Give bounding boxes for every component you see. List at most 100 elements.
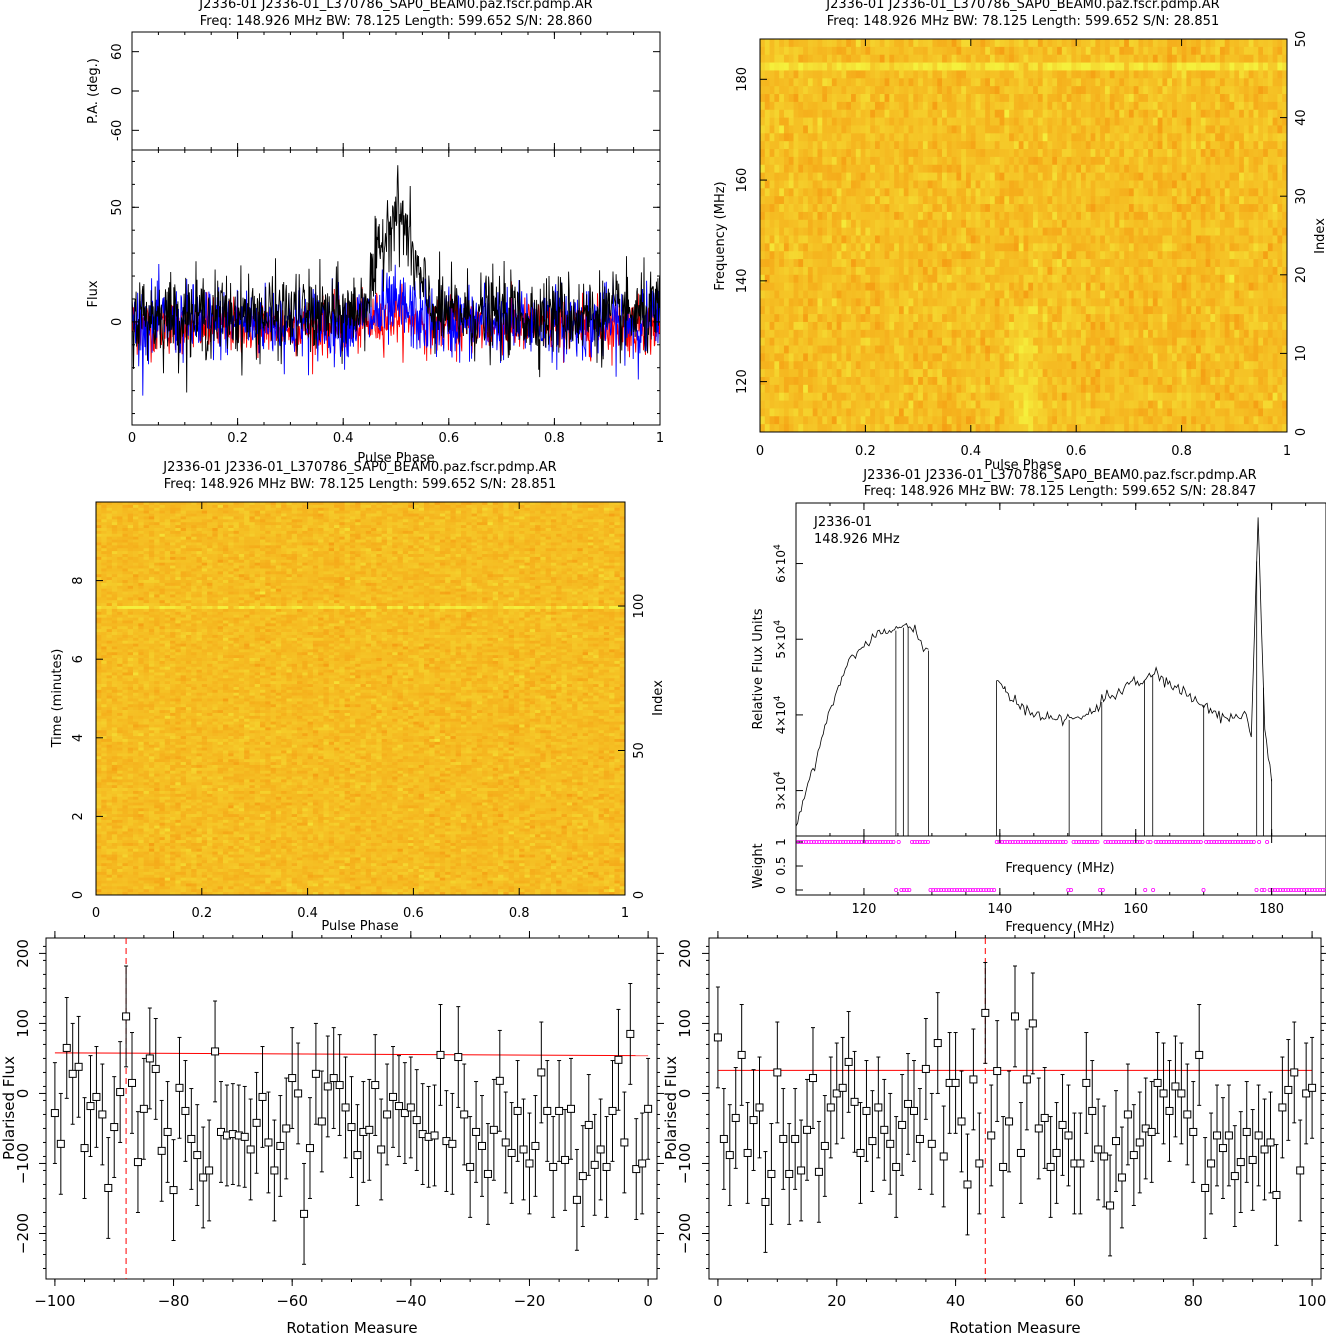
freq-phase-cell [923,47,928,55]
freq-phase-cell [1206,322,1211,330]
freq-phase-cell [1129,212,1134,220]
freq-phase-cell [1000,330,1005,338]
freq-phase-cell [856,306,861,314]
freq-phase-cell [822,78,827,86]
freq-phase-cell [899,196,904,204]
freq-phase-cell [1172,220,1177,228]
freq-phase-cell [1019,39,1024,47]
freq-phase-cell [1105,157,1110,165]
freq-phase-cell [856,291,861,299]
freq-phase-cell [909,196,914,204]
freq-phase-cell [913,314,918,322]
freq-phase-cell [894,55,899,63]
freq-phase-cell [1004,47,1009,55]
freq-phase-cell [904,204,909,212]
freq-phase-cell [1186,283,1191,291]
freq-phase-cell [1119,353,1124,361]
freq-phase-cell [1071,94,1076,102]
freq-phase-cell [995,180,1000,188]
freq-phase-cell [827,377,832,385]
freq-phase-cell [918,267,923,275]
freq-phase-cell [909,361,914,369]
freq-phase-cell [1033,47,1038,55]
freq-phase-cell [995,212,1000,220]
freq-phase-cell [875,47,880,55]
freq-phase-cell [865,275,870,283]
freq-phase-cell [813,55,818,63]
freq-phase-cell [1100,338,1105,346]
freq-phase-cell [1244,110,1249,118]
freq-phase-cell [1177,63,1182,71]
freq-phase-cell [827,149,832,157]
freq-phase-cell [1129,118,1134,126]
freq-phase-cell [995,118,1000,126]
freq-phase-cell [956,369,961,377]
freq-phase-cell [870,353,875,361]
freq-phase-cell [1014,330,1019,338]
freq-phase-cell [928,259,933,267]
freq-phase-cell [1143,165,1148,173]
freq-phase-cell [1225,165,1230,173]
freq-phase-cell [1129,322,1134,330]
freq-phase-cell [971,78,976,86]
freq-phase-cell [947,86,952,94]
freq-phase-cell [832,353,837,361]
freq-phase-cell [875,70,880,78]
freq-phase-cell [923,180,928,188]
freq-phase-cell [789,298,794,306]
freq-phase-cell [995,298,1000,306]
freq-phase-cell [1134,39,1139,47]
freq-phase-cell [1009,39,1014,47]
freq-phase-cell [1076,314,1081,322]
freq-phase-cell [1081,338,1086,346]
freq-phase-cell [1124,78,1129,86]
freq-phase-cell [837,236,842,244]
freq-phase-cell [932,70,937,78]
freq-phase-cell [937,86,942,94]
freq-phase-cell [827,369,832,377]
freq-phase-cell [1071,47,1076,55]
freq-phase-cell [1239,306,1244,314]
freq-phase-cell [1239,47,1244,55]
freq-phase-cell [1158,165,1163,173]
freq-phase-cell [856,322,861,330]
freq-phase-cell [813,298,818,306]
freq-phase-cell [1009,149,1014,157]
freq-phase-cell [1186,267,1191,275]
freq-phase-cell [1057,188,1062,196]
freq-phase-cell [1268,228,1273,236]
freq-phase-cell [976,228,981,236]
freq-phase-cell [885,78,890,86]
freq-phase-cell [1263,306,1268,314]
freq-phase-cell [794,157,799,165]
freq-phase-cell [976,204,981,212]
freq-phase-cell [928,314,933,322]
freq-phase-cell [837,361,842,369]
freq-phase-cell [1119,180,1124,188]
freq-phase-cell [1162,330,1167,338]
freq-phase-cell [1067,55,1072,63]
freq-phase-cell [1206,63,1211,71]
freq-phase-cell [1153,196,1158,204]
freq-phase-cell [932,47,937,55]
freq-phase-cell [1047,188,1052,196]
freq-phase-cell [1186,228,1191,236]
freq-phase-cell [1158,267,1163,275]
freq-phase-cell [1043,243,1048,251]
freq-phase-cell [1253,283,1258,291]
freq-phase-cell [1119,39,1124,47]
freq-phase-cell [985,330,990,338]
freq-phase-cell [822,306,827,314]
freq-phase-cell [880,165,885,173]
freq-phase-cell [1047,306,1052,314]
freq-phase-cell [1019,228,1024,236]
freq-phase-cell [1047,361,1052,369]
freq-phase-cell [1234,157,1239,165]
freq-phase-cell [794,314,799,322]
freq-phase-cell [1230,314,1235,322]
freq-phase-cell [813,212,818,220]
freq-phase-cell [1158,353,1163,361]
freq-phase-cell [813,149,818,157]
freq-phase-cell [861,322,866,330]
freq-phase-cell [1091,283,1096,291]
